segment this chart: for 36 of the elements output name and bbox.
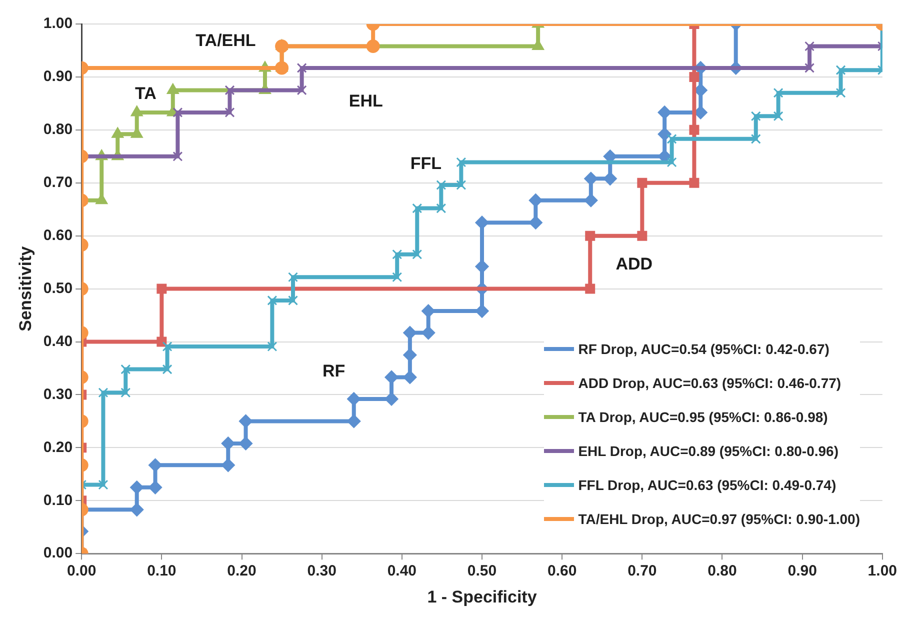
- legend-label: ADD Drop, AUC=0.63 (95%CI: 0.46-0.77): [578, 375, 842, 391]
- x-tick-label: 0.90: [788, 562, 817, 580]
- annotation: RF: [322, 362, 346, 381]
- annotation: FFL: [410, 154, 442, 174]
- y-tick-label: 0.60: [43, 226, 73, 244]
- y-tick-label: 0.90: [43, 68, 73, 86]
- x-tick-label: 0.70: [628, 562, 657, 580]
- y-tick-label: 0.50: [43, 280, 73, 297]
- x-tick-label: 0.80: [708, 562, 737, 580]
- x-tick-label: 0.60: [547, 562, 577, 580]
- annotation: EHL: [348, 92, 383, 111]
- annotation: ADD: [616, 254, 653, 274]
- annotation: TA: [134, 84, 156, 104]
- legend-label: TA/EHL Drop, AUC=0.97 (95%CI: 0.90-1.00): [578, 511, 860, 527]
- x-axis-title: 1 - Specificity: [427, 587, 538, 606]
- x-tick-label: 0.30: [307, 562, 336, 580]
- y-tick-label: 0.00: [43, 544, 73, 562]
- x-tick-label: 0.00: [66, 562, 96, 580]
- x-tick-label: 0.50: [467, 562, 497, 580]
- y-tick-label: 0.30: [43, 386, 73, 403]
- x-tick-label: 1.00: [868, 562, 898, 580]
- x-tick-label: 0.20: [227, 562, 256, 580]
- legend-label: EHL Drop, AUC=0.89 (95%CI: 0.80-0.96): [578, 443, 838, 459]
- y-tick-label: 0.40: [43, 332, 73, 350]
- annotation: TA/EHL: [196, 31, 256, 50]
- x-tick-label: 0.10: [147, 562, 176, 580]
- y-tick-label: 0.80: [43, 121, 73, 138]
- x-tick-label: 0.40: [387, 562, 417, 580]
- y-tick-label: 1.00: [43, 15, 73, 32]
- legend-label: RF Drop, AUC=0.54 (95%CI: 0.42-0.67): [578, 341, 830, 357]
- y-tick-label: 0.70: [43, 174, 73, 192]
- y-axis-title: Sensitivity: [16, 246, 35, 332]
- y-tick-label: 0.10: [43, 492, 73, 509]
- y-tick-label: 0.20: [43, 438, 73, 456]
- legend-label: TA Drop, AUC=0.95 (95%CI: 0.86-0.98): [578, 409, 828, 425]
- legend-label: FFL Drop, AUC=0.63 (95%CI: 0.49-0.74): [578, 477, 836, 493]
